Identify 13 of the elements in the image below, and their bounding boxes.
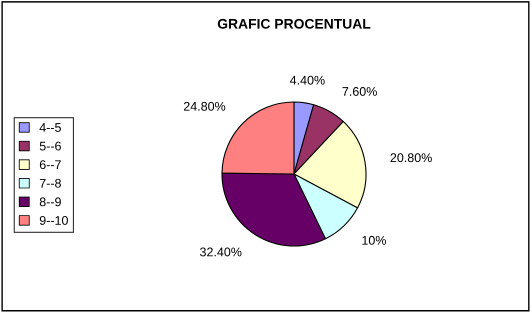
- legend-label: 8--9: [40, 197, 61, 206]
- data-label: 32.40%: [200, 248, 242, 256]
- chart-title: GRAFIC PROCENTUAL: [218, 18, 370, 29]
- legend-label: 7--8: [40, 178, 61, 188]
- legend-label: 4--5: [40, 123, 61, 132]
- legend-label: 5--6: [40, 142, 61, 150]
- data-label: 7.60%: [342, 87, 377, 96]
- data-label: 10%: [362, 236, 386, 245]
- legend-label: 6--7: [40, 160, 61, 170]
- data-label: 4.40%: [290, 76, 325, 85]
- data-label: 24.80%: [184, 102, 226, 111]
- data-label: 20.80%: [390, 153, 432, 162]
- legend-label: 9--10: [40, 216, 68, 225]
